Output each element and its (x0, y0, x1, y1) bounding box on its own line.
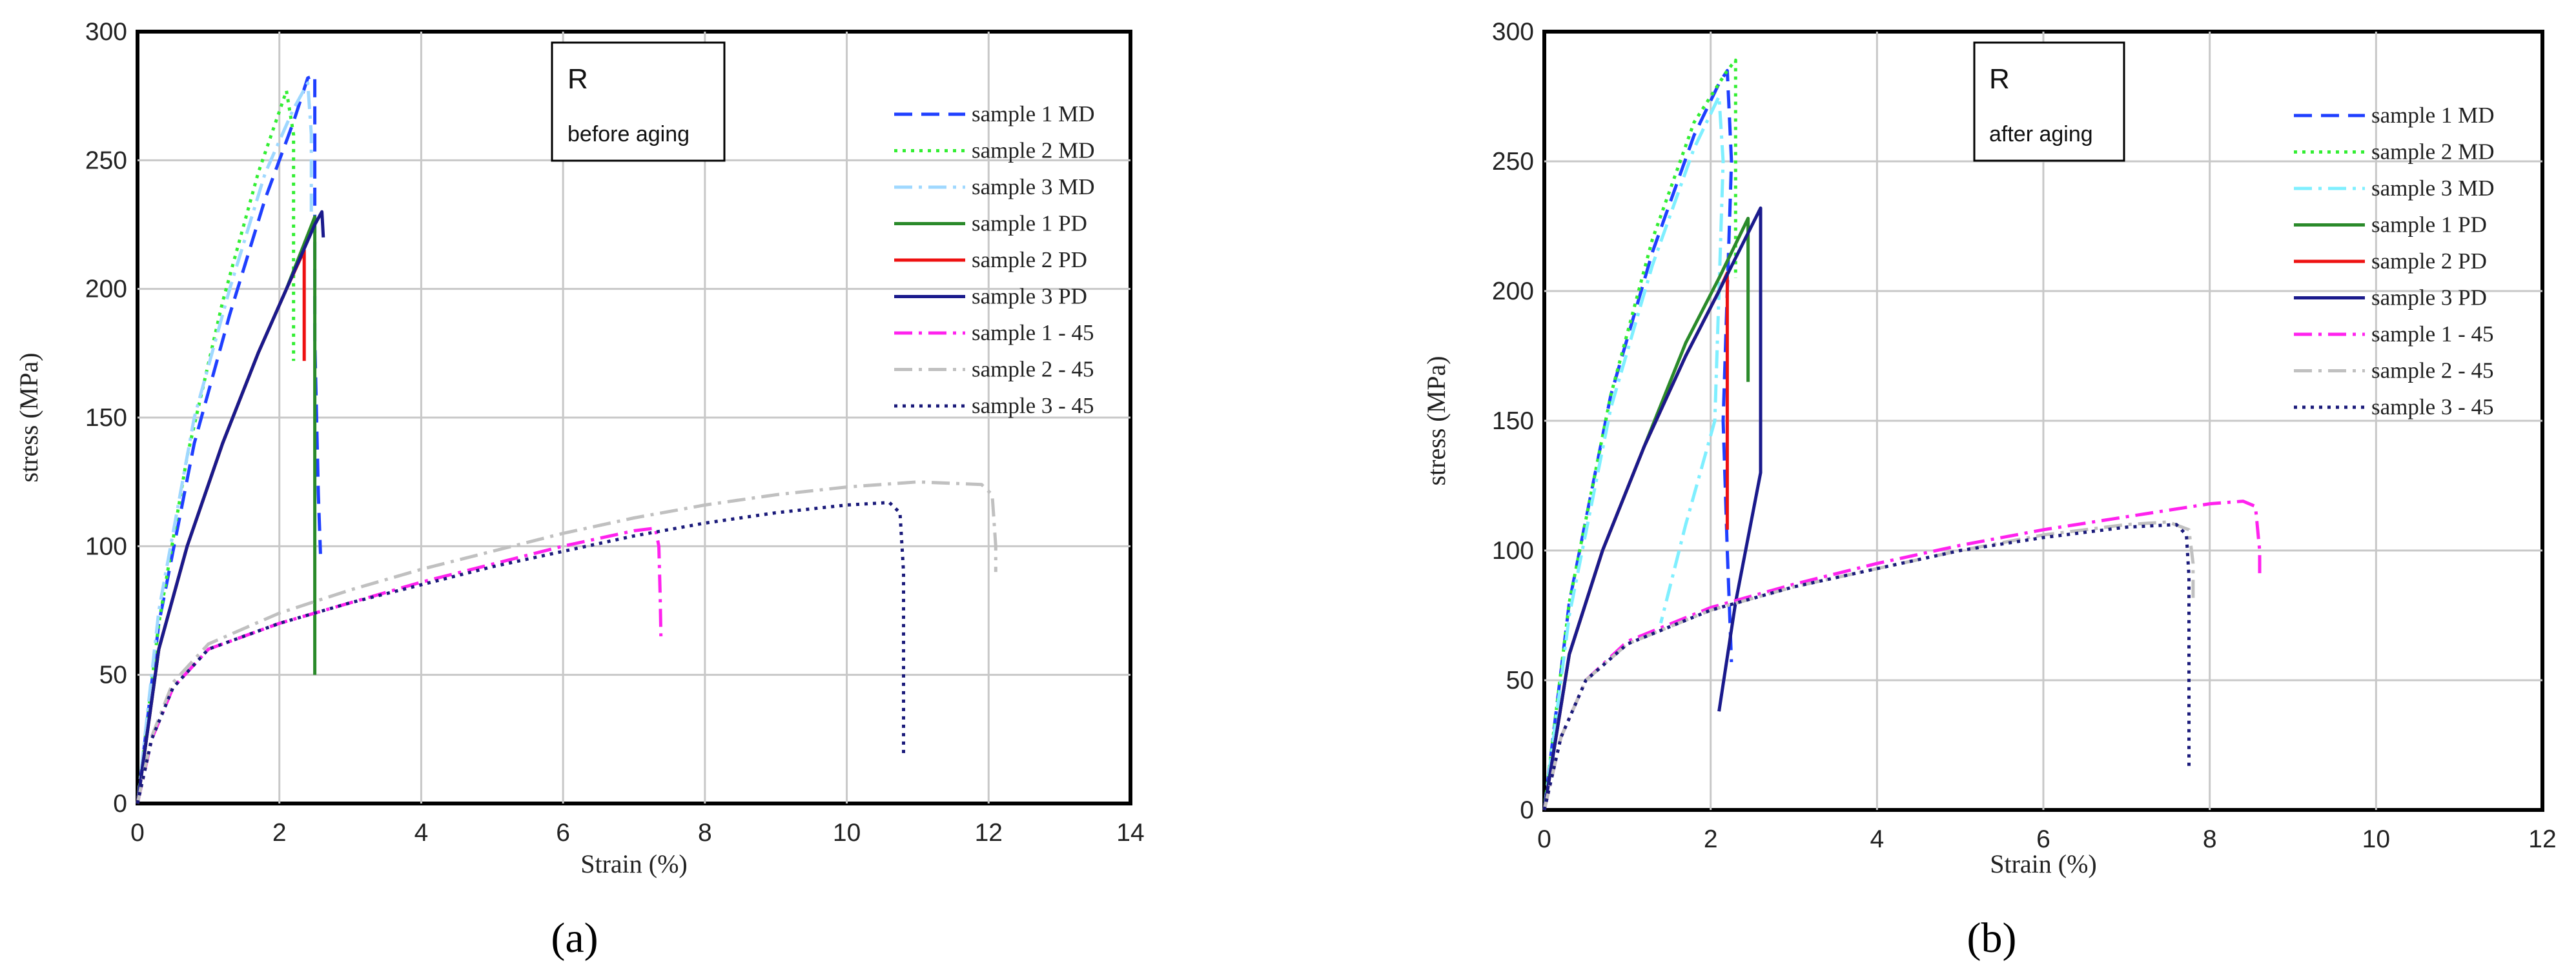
x-tick-label: 14 (1116, 819, 1144, 847)
y-tick-label: 150 (1492, 407, 1534, 435)
legend-label: sample 1 MD (2371, 103, 2495, 128)
series-line-sample-1---45 (136, 526, 663, 804)
legend-label: sample 2 - 45 (2371, 358, 2494, 383)
y-tick-label: 50 (99, 662, 127, 689)
y-tick-label: 250 (85, 147, 127, 174)
legend-label: sample 1 PD (2371, 212, 2487, 237)
y-tick-label: 0 (113, 790, 127, 818)
series-line-sample-3-pd (1542, 206, 1763, 811)
series-line-sample-1-pd (136, 215, 317, 804)
legend-label: sample 2 MD (972, 138, 1095, 163)
chart-after-aging: 0 2 4 6 8 10 12 0 50 100 150 200 250 300 Strain (%) s… (1422, 18, 2557, 962)
x-axis-label: Strain (%) (580, 849, 688, 878)
y-tick-label: 100 (1492, 537, 1534, 565)
series-line-sample-3---45 (1542, 523, 2191, 811)
x-tick-label: 6 (556, 819, 570, 847)
annotation-title: R (1989, 63, 2010, 95)
y-tick-label: 200 (85, 276, 127, 303)
x-tick-label: 2 (272, 819, 287, 847)
series-line-sample-3---45 (136, 501, 905, 804)
series-group (136, 74, 997, 804)
x-tick-label: 2 (1704, 825, 1718, 853)
panel-label: (a) (551, 914, 598, 962)
series-line-sample-1---45 (1542, 500, 2262, 811)
legend-label: sample 1 PD (972, 211, 1087, 236)
series-line-sample-2-pd (1542, 271, 1729, 811)
x-tick-label: 10 (833, 819, 861, 847)
x-tick-label: 4 (414, 819, 429, 847)
x-tick-label: 8 (2203, 825, 2217, 853)
y-tick-label: 0 (1520, 796, 1534, 824)
tick-labels: 0 2 4 6 8 10 12 0 50 100 150 200 250 300 (1492, 18, 2557, 853)
annotation-title: R (567, 63, 588, 95)
legend-label: sample 3 MD (972, 174, 1095, 199)
x-axis-label: Strain (%) (1990, 849, 2097, 878)
legend-label: sample 2 PD (972, 247, 1087, 272)
y-tick-label: 100 (85, 532, 127, 560)
y-axis-label: stress (MPa) (14, 352, 43, 482)
y-tick-label: 300 (85, 18, 127, 46)
legend-label: sample 3 PD (2371, 285, 2487, 310)
y-tick-label: 150 (85, 404, 127, 432)
annotation-box: R before aging (551, 41, 726, 162)
x-tick-label: 4 (1870, 825, 1884, 853)
annotation-subtitle: after aging (1989, 122, 2093, 147)
legend: sample 1 MD sample 2 MD sample 3 MD sample … (2294, 103, 2495, 419)
series-line-sample-2---45 (136, 480, 997, 804)
chart-before-aging: 0 2 4 6 8 10 12 14 0 50 100 150 200 250 300 Strain (%)… (14, 18, 1145, 962)
legend-label: sample 2 MD (2371, 139, 2495, 165)
legend-label: sample 1 - 45 (2371, 321, 2494, 347)
series-line-sample-1-md (1542, 68, 1733, 811)
legend-label: sample 3 PD (972, 284, 1087, 309)
x-tick-label: 12 (975, 819, 1003, 847)
annotation-subtitle: before aging (567, 122, 690, 147)
y-axis-label: stress (MPa) (1422, 356, 1451, 485)
legend-label: sample 1 - 45 (972, 320, 1094, 345)
legend-label: sample 3 MD (2371, 176, 2495, 201)
panel-label: (b) (1967, 914, 2017, 962)
y-tick-label: 200 (1492, 278, 1534, 305)
y-tick-label: 50 (1506, 667, 1534, 694)
y-tick-label: 250 (1492, 148, 1534, 176)
legend-label: sample 2 - 45 (972, 357, 1094, 382)
annotation-box: R after aging (1973, 41, 2125, 162)
x-tick-label: 8 (698, 819, 712, 847)
tick-labels: 0 2 4 6 8 10 12 14 0 50 100 150 200 250 300 (85, 18, 1145, 847)
legend-label: sample 3 - 45 (972, 393, 1094, 418)
series-line-sample-2-md (1542, 58, 1737, 811)
series-group (1542, 58, 2262, 811)
x-tick-label: 0 (1537, 825, 1551, 853)
series-line-sample-3-md (1542, 95, 1725, 811)
x-tick-label: 10 (2362, 825, 2390, 853)
series-line-sample-2-md (136, 89, 296, 804)
x-tick-label: 6 (2036, 825, 2050, 853)
x-tick-label: 12 (2528, 825, 2556, 853)
series-line-sample-3-pd (136, 210, 325, 804)
y-tick-label: 300 (1492, 18, 1534, 46)
legend-label: sample 1 MD (972, 101, 1095, 126)
legend-label: sample 2 PD (2371, 248, 2487, 274)
legend-label: sample 3 - 45 (2371, 394, 2494, 419)
x-tick-label: 0 (130, 819, 145, 847)
series-line-sample-3-md (136, 81, 313, 804)
legend: sample 1 MD sample 2 MD sample 3 MD sample … (894, 101, 1095, 418)
